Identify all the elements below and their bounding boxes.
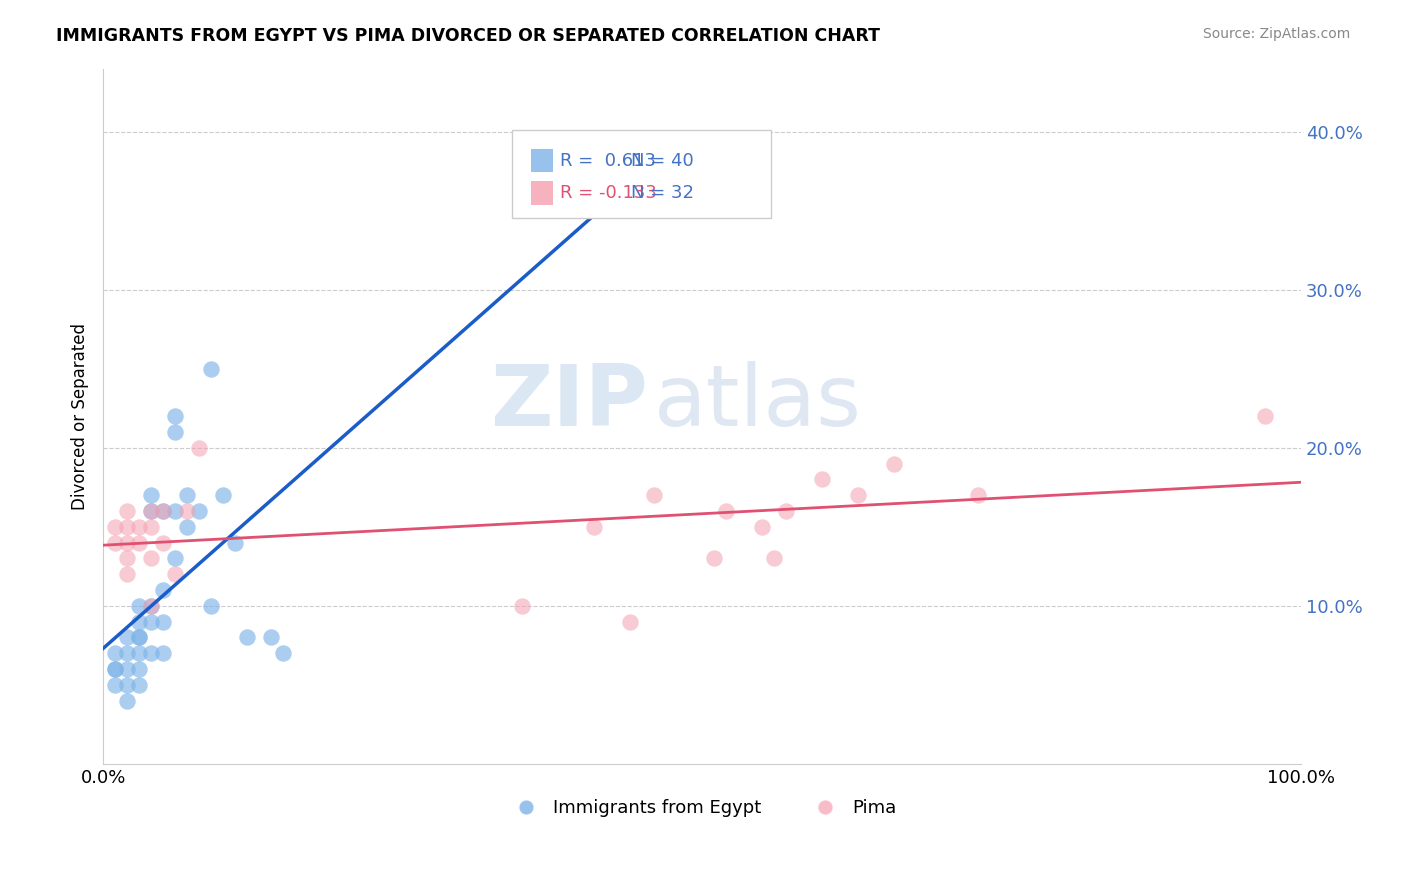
Point — [128, 646, 150, 660]
Point — [763, 551, 786, 566]
Point — [271, 646, 294, 660]
Point — [619, 156, 641, 170]
Point — [619, 615, 641, 629]
Text: N = 32: N = 32 — [631, 184, 695, 202]
Point — [163, 551, 186, 566]
Text: IMMIGRANTS FROM EGYPT VS PIMA DIVORCED OR SEPARATED CORRELATION CHART: IMMIGRANTS FROM EGYPT VS PIMA DIVORCED O… — [56, 27, 880, 45]
Point — [115, 693, 138, 707]
Point — [176, 504, 198, 518]
Point — [163, 567, 186, 582]
Point — [139, 504, 162, 518]
Point — [104, 662, 127, 676]
Point — [176, 520, 198, 534]
Point — [152, 504, 174, 518]
Point — [152, 535, 174, 549]
Point — [104, 646, 127, 660]
Point — [260, 631, 283, 645]
Point — [883, 457, 905, 471]
Point — [139, 551, 162, 566]
Point — [188, 441, 211, 455]
Text: R =  0.613: R = 0.613 — [561, 152, 657, 169]
Point — [104, 678, 127, 692]
Point — [128, 631, 150, 645]
Legend: Immigrants from Egypt, Pima: Immigrants from Egypt, Pima — [501, 792, 903, 824]
Point — [811, 472, 834, 486]
Point — [643, 488, 665, 502]
Point — [104, 535, 127, 549]
Point — [139, 504, 162, 518]
Point — [188, 504, 211, 518]
Point — [128, 535, 150, 549]
Point — [128, 615, 150, 629]
Point — [115, 551, 138, 566]
Text: atlas: atlas — [654, 360, 862, 443]
Point — [115, 567, 138, 582]
Point — [139, 646, 162, 660]
Y-axis label: Divorced or Separated: Divorced or Separated — [72, 323, 89, 509]
Point — [163, 504, 186, 518]
Text: N = 40: N = 40 — [631, 152, 695, 169]
Point — [1254, 409, 1277, 424]
Point — [115, 678, 138, 692]
Point — [152, 615, 174, 629]
Point — [714, 504, 737, 518]
Point — [200, 361, 222, 376]
Point — [236, 631, 259, 645]
Point — [104, 520, 127, 534]
Point — [152, 582, 174, 597]
Point — [128, 599, 150, 613]
Point — [104, 662, 127, 676]
Point — [200, 599, 222, 613]
Point — [224, 535, 246, 549]
Point — [512, 599, 534, 613]
Point — [128, 662, 150, 676]
Point — [115, 535, 138, 549]
Text: Source: ZipAtlas.com: Source: ZipAtlas.com — [1202, 27, 1350, 41]
Point — [152, 504, 174, 518]
Point — [128, 678, 150, 692]
Point — [139, 615, 162, 629]
Point — [115, 646, 138, 660]
Point — [152, 646, 174, 660]
Point — [139, 599, 162, 613]
Point — [775, 504, 797, 518]
Point — [139, 599, 162, 613]
Point — [703, 551, 725, 566]
Point — [115, 631, 138, 645]
Point — [966, 488, 988, 502]
Point — [128, 520, 150, 534]
Point — [846, 488, 869, 502]
Point — [115, 504, 138, 518]
Point — [751, 520, 773, 534]
Point — [139, 488, 162, 502]
Point — [115, 662, 138, 676]
Point — [115, 520, 138, 534]
Point — [163, 425, 186, 439]
Point — [128, 631, 150, 645]
Text: R = -0.133: R = -0.133 — [561, 184, 657, 202]
Point — [212, 488, 235, 502]
Point — [163, 409, 186, 424]
Point — [176, 488, 198, 502]
Text: ZIP: ZIP — [491, 360, 648, 443]
Point — [583, 520, 606, 534]
Point — [139, 520, 162, 534]
